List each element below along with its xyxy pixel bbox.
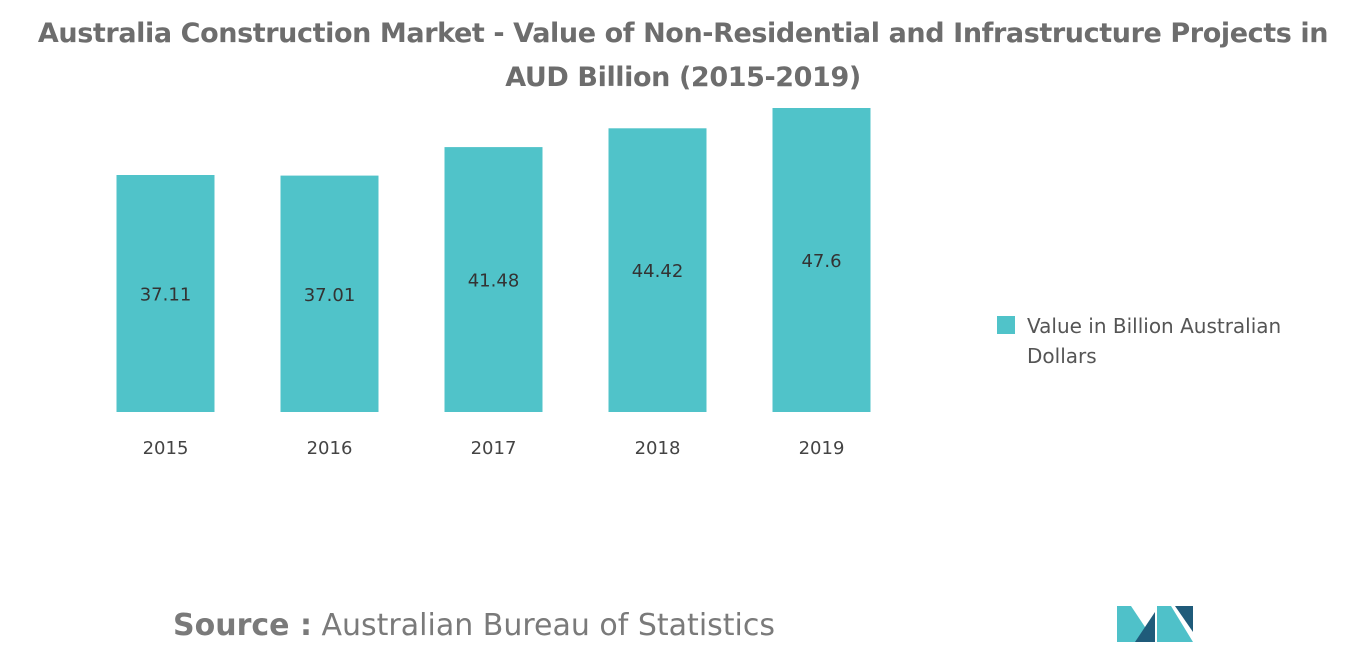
- data-label-2019: 47.6: [801, 251, 841, 272]
- x-tick-labels-layer: 2015 2016 2017 2018 2019: [143, 438, 845, 459]
- x-tick-label-2019: 2019: [799, 438, 845, 459]
- source-text: Australian Bureau of Statistics: [321, 608, 776, 643]
- company-logo: [1117, 606, 1193, 642]
- bars-layer: [116, 108, 871, 413]
- data-label-2015: 37.11: [140, 285, 192, 306]
- bar-2015: [116, 175, 215, 412]
- data-labels-layer: 37.11 37.01 41.48 44.42 47.6: [140, 251, 842, 306]
- data-label-2018: 44.42: [632, 261, 684, 282]
- data-label-2016: 37.01: [304, 285, 356, 306]
- source-note: Source : Australian Bureau of Statistics: [173, 604, 775, 648]
- bar-2018: [608, 128, 707, 413]
- legend-swatch: [997, 316, 1015, 334]
- bar-2019: [772, 108, 871, 412]
- x-tick-label-2018: 2018: [635, 438, 681, 459]
- legend-label: Value in Billion Australian Dollars: [1027, 314, 1282, 368]
- bar-2016: [280, 175, 379, 412]
- x-tick-label-2016: 2016: [307, 438, 353, 459]
- x-tick-label-2017: 2017: [471, 438, 517, 459]
- bar-2017: [444, 147, 543, 412]
- source-label: Source :: [173, 608, 312, 643]
- chart-title: Australia Construction Market - Value of…: [37, 18, 1329, 93]
- data-label-2017: 41.48: [468, 271, 520, 292]
- x-tick-label-2015: 2015: [143, 438, 189, 459]
